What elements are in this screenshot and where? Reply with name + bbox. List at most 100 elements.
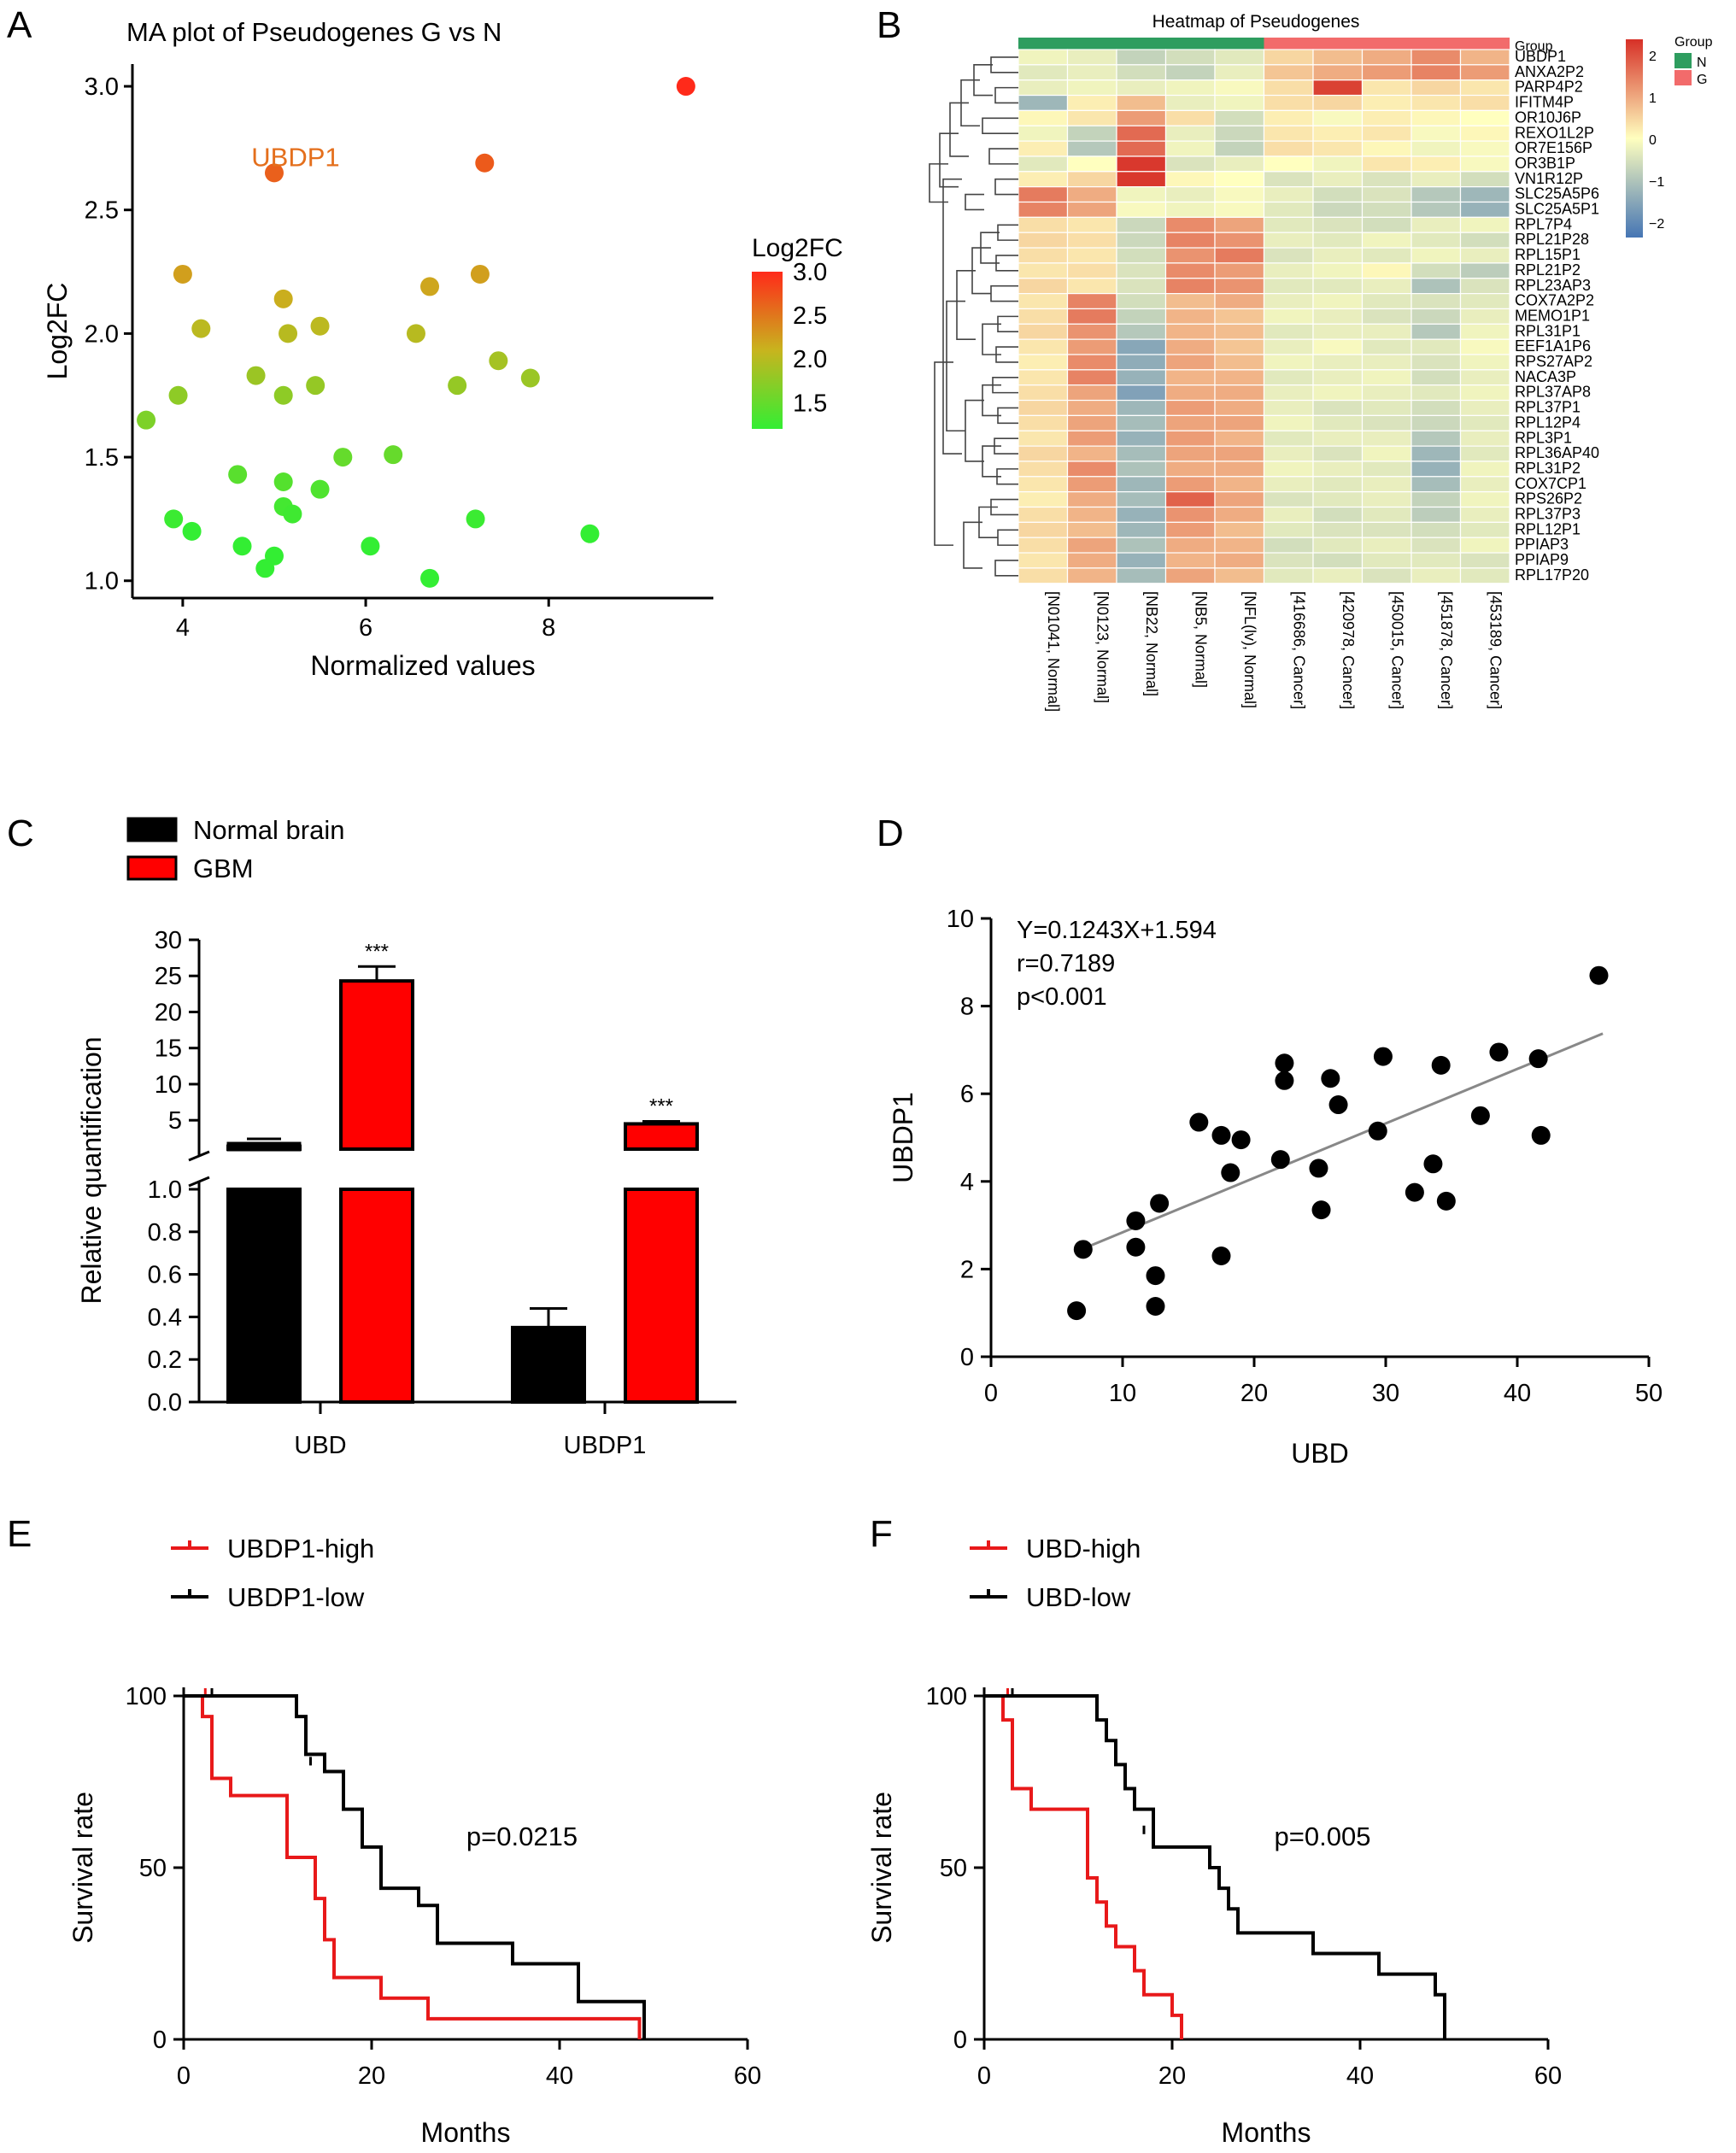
heatmap-cell [1361,384,1412,402]
corr-point [1150,1194,1170,1213]
heatmap-cell [1410,506,1462,523]
heatmap-cell [1459,293,1510,310]
heatmap-cell [1459,94,1510,112]
heatmap-row-label: RPL21P28 [1515,231,1589,248]
heatmap-scale-bar [1626,39,1643,238]
heatmap-cell [1018,155,1069,173]
heatmap-legend-n-label: N [1697,56,1707,70]
bar-axis-break-mark [188,1176,210,1188]
ma-point [232,537,252,556]
heatmap-cell [1116,247,1167,264]
heatmap-cell [1066,247,1117,264]
heatmap-cell [1164,140,1216,157]
ma-point [489,351,508,371]
corr-x-axis-title: UBD [1291,1438,1349,1469]
corr-x-tick-label: 10 [1109,1380,1136,1407]
ma-point [273,385,293,405]
bar-chart-panel: Normal brain GBM 0.0 0.2 0.4 0.6 0.8 1.0 5 10 15 20… [76,815,736,1459]
corr-point [1275,1071,1294,1090]
heatmap-cell [1116,216,1167,233]
heatmap-cell [1214,430,1265,447]
heatmap-cell [1459,323,1510,340]
heatmap-cell [1214,64,1265,81]
heatmap-cell [1066,262,1117,279]
corr-point [1211,1247,1231,1266]
heatmap-cell [1459,521,1510,538]
heatmap-cell [1214,232,1265,249]
km-ubdp1-y-tick-label: 0 [153,2027,167,2054]
heatmap-group-cell [1165,38,1215,50]
corr-point [1589,965,1609,985]
ma-legend-title: Log2FC [752,234,843,262]
heatmap-panel: Heatmap of PseudogenesGroupUBDP1ANXA2P2P… [929,12,1713,712]
ma-point [333,448,353,467]
heatmap-cell [1312,232,1364,249]
heatmap-cell [1361,369,1412,386]
heatmap-cell [1459,79,1510,97]
heatmap-cell [1116,171,1167,188]
heatmap-cell [1312,262,1364,279]
ma-point [246,366,266,385]
corr-point [1531,1125,1551,1145]
heatmap-cell [1410,201,1462,218]
km-ubdp1-x-axis-title: Months [421,2117,511,2148]
heatmap-cell [1214,308,1265,325]
heatmap-cell [1361,262,1412,279]
ma-point [182,521,202,541]
heatmap-cell [1164,521,1216,538]
heatmap-cell [1312,79,1364,97]
heatmap-cell [1263,369,1314,386]
heatmap-cell [1410,232,1462,249]
heatmap-cell [1116,414,1167,431]
corr-y-tick-label: 4 [960,1169,974,1196]
corr-point [1311,1200,1331,1220]
heatmap-cell [1361,140,1412,157]
ma-x-axis-title: Normalized values [310,650,535,681]
heatmap-cell [1018,79,1069,97]
ma-point [475,153,495,173]
heatmap-row-label: OR3B1P [1515,155,1575,172]
heatmap-cell [1312,109,1364,126]
heatmap-group-cell [1215,38,1264,50]
km-ubdp1-y-tick-label: 100 [126,1683,167,1710]
heatmap-cell [1066,369,1117,386]
heatmap-cell [1312,247,1364,264]
heatmap-cell [1116,491,1167,508]
heatmap-dendrogram-link [982,445,1001,478]
panel-letter-f: F [870,1513,893,1555]
heatmap-cell [1164,262,1216,279]
heatmap-cell [1263,140,1314,157]
heatmap-cell [1361,109,1412,126]
heatmap-cell [1018,445,1069,462]
heatmap-cell [1361,552,1412,569]
corr-y-tick-label: 0 [960,1344,974,1371]
corr-point [1211,1125,1231,1145]
heatmap-cell [1116,308,1167,325]
bar-y-tick-label: 0.2 [148,1346,182,1374]
heatmap-cell [1066,278,1117,295]
bar-upper-segment [339,979,414,1151]
heatmap-cell [1214,49,1265,66]
heatmap-cell [1214,125,1265,142]
heatmap-cell [1164,323,1216,340]
heatmap-cell [1164,247,1216,264]
heatmap-cell [1312,293,1364,310]
heatmap-dendrogram-link [997,529,1018,546]
bar-y-tick-label: 10 [155,1071,182,1099]
heatmap-column-label: [450015, Cancer] [1388,591,1405,709]
heatmap-cell [1410,476,1462,493]
heatmap-cell [1164,79,1216,97]
heatmap-cell [1164,476,1216,493]
heatmap-cell [1410,94,1462,112]
heatmap-cell [1116,384,1167,402]
heatmap-cell [1214,262,1265,279]
heatmap-cell [1018,552,1069,569]
heatmap-cell [1018,323,1069,340]
km-ubdp1-legend-label: UBDP1-low [227,1582,365,1612]
ma-legend-colorbar [752,272,783,429]
corr-annotation: Y=0.1243X+1.594 [1017,917,1217,944]
heatmap-cell [1018,384,1069,402]
heatmap-cell [1361,491,1412,508]
heatmap-dendrogram-link [997,224,1018,241]
heatmap-cell [1116,430,1167,447]
